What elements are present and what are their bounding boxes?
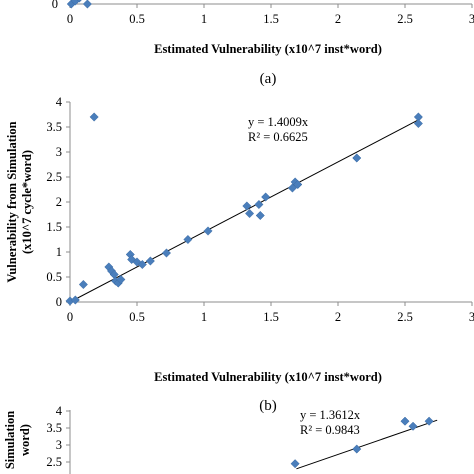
panel-b-point (78, 279, 88, 290)
panel-b-point (254, 199, 264, 210)
panel-a: 0 0.5 1 1.5 2 2.5 3 0 Estimated Vulnerability … (52, 0, 474, 87)
panel-b-y-label-line2: (x10^7 cycle*word) (20, 150, 34, 254)
panel-b-x-tick-label: 0 (67, 310, 73, 324)
panel-b-point (116, 274, 126, 285)
panel-c-trend-equation: y = 1.3612x (300, 408, 361, 422)
panel-a-x-axis-label: Estimated Vulnerability (x10^7 inst*word… (154, 42, 382, 56)
panel-a-point (70, 0, 80, 6)
panel-b-y-tick-label: 3.5 (46, 120, 62, 134)
panel-b-point (287, 183, 297, 193)
panel-c-trend-r2: R² = 0.9843 (300, 423, 360, 437)
panel-b-x-axis-label: Estimated Vulnerability (x10^7 inst*word… (154, 370, 382, 384)
panel-a-x-tick-label: 2.5 (397, 12, 413, 26)
panel-c-y-axis-label: Simulation word) (3, 411, 32, 469)
panel-a-point (82, 0, 92, 9)
panel-b-point (132, 257, 142, 267)
panel-c-point (424, 416, 434, 426)
panel-b-point (137, 259, 147, 270)
panel-b-point (255, 210, 265, 221)
panel-a-x-tick-label: 0 (67, 12, 73, 26)
panel-a-point (76, 0, 82, 3)
panel-a-points (66, 0, 92, 9)
panel-b-y-tick-label: 1 (56, 245, 62, 259)
panel-b-point (145, 256, 155, 266)
panel-b-point (203, 226, 213, 236)
panel-b-y-tick-label: 1.5 (46, 220, 62, 234)
panel-a-y-tick-0: 0 (52, 0, 58, 11)
panel-b-point (161, 248, 172, 258)
panel-b-point (70, 295, 80, 305)
panel-c-y-label-line1: Simulation (3, 411, 17, 469)
panel-b-y-tick-label: 2 (56, 195, 62, 209)
panel-b-x-ticks: 0 0.5 1 1.5 2 2.5 3 (67, 302, 474, 324)
panel-c-point (400, 416, 410, 426)
panel-b-point (183, 234, 193, 245)
panel-c-y-tick-label: 2.5 (46, 455, 62, 469)
panel-c-y-tick-label: 4 (56, 404, 63, 418)
panel-c-points (290, 416, 434, 469)
panel-c: 2.5 3 3.5 4 y = 1.3612x R² = 0.9843 Simulat… (3, 404, 438, 474)
panel-b-trend-equation: y = 1.4009x (248, 115, 309, 129)
panel-c-y-label-line2: word) (18, 424, 32, 456)
panel-a-x-ticks: 0 0.5 1 1.5 2 2.5 3 (67, 4, 474, 26)
panel-b-x-tick-label: 2.5 (397, 310, 413, 324)
panel-b-point (242, 201, 252, 211)
panel-b-point (352, 153, 362, 163)
panel-c-point (290, 459, 300, 469)
panel-c-y-tick-label: 3.5 (46, 421, 62, 435)
panel-b-y-ticks: 0 0.5 1 1.5 2 2.5 3 3.5 4 (46, 95, 70, 309)
panel-b-point (293, 179, 303, 190)
panel-b-y-tick-label: 3 (56, 145, 62, 159)
panel-b-x-tick-label: 0.5 (129, 310, 145, 324)
panel-b-x-tick-label: 1 (201, 310, 207, 324)
panel-b-point (261, 192, 271, 202)
panel-b-y-tick-label: 0 (56, 295, 62, 309)
panel-b-x-tick-label: 3 (469, 310, 474, 324)
panel-c-y-tick-label: 3 (56, 438, 62, 452)
panel-b-x-tick-label: 1.5 (263, 310, 279, 324)
panel-b-y-tick-label: 0.5 (46, 270, 62, 284)
panel-b-trend-r2: R² = 0.6625 (248, 130, 308, 144)
panel-b-x-tick-label: 2 (335, 310, 341, 324)
panel-b-caption: (b) (259, 398, 277, 414)
panel-b-y-tick-label: 4 (56, 95, 63, 109)
panel-c-y-ticks: 2.5 3 3.5 4 (46, 404, 70, 469)
panel-b-y-tick-label: 2.5 (46, 170, 62, 184)
panel-a-x-tick-label: 1.5 (263, 12, 279, 26)
panel-b: 0 0.5 1 1.5 2 2.5 3 0 0.5 1 1.5 2 2.5 3 3.5 4 y = 1.40… (5, 95, 474, 414)
panel-a-caption: (a) (260, 71, 277, 87)
panel-a-x-tick-label: 3 (469, 12, 474, 26)
panel-b-y-label-line1: Vulnerability from Simulation (5, 121, 19, 282)
panel-a-x-tick-label: 2 (335, 12, 341, 26)
panel-b-points (65, 112, 423, 306)
panel-a-x-tick-label: 1 (201, 12, 207, 26)
panel-a-x-tick-label: 0.5 (129, 12, 145, 26)
panel-b-point (413, 118, 423, 129)
panel-b-trendline (69, 118, 422, 303)
panel-b-point (89, 112, 99, 122)
panel-b-y-axis-label: Vulnerability from Simulation (x10^7 cyc… (5, 121, 34, 282)
panel-c-point (408, 421, 418, 431)
panel-c-point (352, 444, 362, 454)
panel-b-point (245, 208, 255, 219)
